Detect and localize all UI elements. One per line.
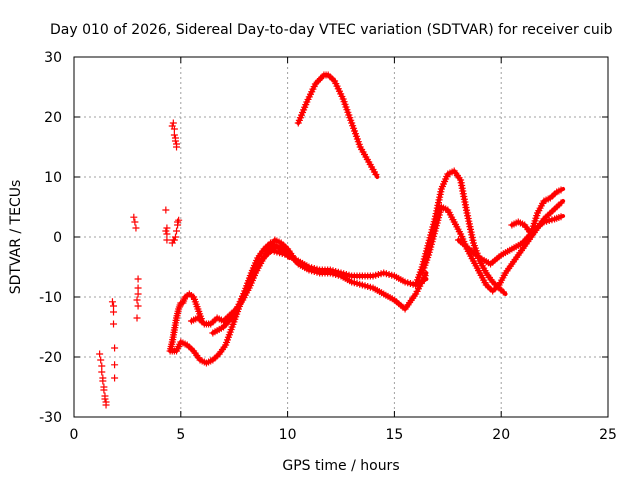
- axis-ticks: 0 5 10 15 20 25 -30 -20 -10 0 10 20 30: [39, 50, 617, 443]
- data-point: [110, 308, 118, 316]
- data-point: [163, 224, 171, 232]
- data-point: [134, 302, 142, 310]
- data-point: [163, 236, 171, 244]
- data-point: [170, 131, 178, 139]
- data-point: [175, 216, 183, 224]
- data-point: [171, 233, 179, 241]
- data-point: [132, 224, 140, 232]
- chart-title: Day 010 of 2026, Sidereal Day-to-day VTE…: [50, 22, 613, 38]
- data-point: [170, 125, 178, 133]
- y-tick-label: 30: [44, 50, 62, 66]
- y-tick-label: -30: [39, 410, 62, 426]
- data-point: [110, 302, 118, 310]
- data-point: [111, 344, 119, 352]
- x-tick-label: 15: [385, 427, 403, 443]
- data-point: [133, 296, 141, 304]
- data-point: [110, 320, 118, 328]
- data-point: [557, 186, 565, 194]
- y-tick-label: 10: [44, 170, 62, 186]
- x-tick-label: 20: [492, 427, 510, 443]
- plot-frame: [73, 56, 609, 418]
- data-point: [169, 119, 177, 127]
- data-point: [171, 137, 179, 145]
- data-point: [101, 395, 109, 403]
- data-point: [163, 230, 171, 238]
- data-point: [133, 314, 141, 322]
- data-point: [499, 288, 507, 296]
- data-point: [372, 171, 380, 178]
- data-point: [98, 368, 106, 376]
- data-point: [173, 143, 181, 151]
- data-point: [108, 298, 116, 306]
- x-tick-label: 25: [599, 427, 617, 443]
- data-point: [173, 227, 181, 235]
- data-layer: [96, 71, 566, 409]
- y-tick-label: -20: [39, 350, 62, 366]
- x-tick-label: 0: [70, 427, 79, 443]
- data-point: [100, 386, 108, 394]
- grid: [74, 57, 608, 417]
- data-point: [96, 350, 104, 358]
- data-point: [102, 401, 110, 409]
- data-point: [99, 377, 107, 385]
- data-point: [97, 356, 105, 364]
- x-axis-label: GPS time / hours: [282, 458, 399, 474]
- data-point: [162, 227, 170, 235]
- data-point: [557, 199, 565, 207]
- x-tick-label: 5: [176, 427, 185, 443]
- y-axis-label: SDTVAR / TECUs: [8, 180, 24, 295]
- data-point: [420, 276, 428, 284]
- data-point: [130, 213, 138, 221]
- data-point: [170, 236, 178, 244]
- data-point: [557, 213, 565, 221]
- y-tick-label: 0: [53, 230, 62, 246]
- data-point: [111, 361, 119, 369]
- data-point: [134, 290, 142, 298]
- y-tick-label: -10: [39, 290, 62, 306]
- data-point: [98, 362, 106, 370]
- y-tick-label: 20: [44, 110, 62, 126]
- data-point: [134, 284, 142, 292]
- data-point: [111, 374, 119, 382]
- data-point: [162, 206, 170, 214]
- x-tick-label: 10: [279, 427, 297, 443]
- data-point: [131, 218, 139, 226]
- data-point: [134, 275, 142, 283]
